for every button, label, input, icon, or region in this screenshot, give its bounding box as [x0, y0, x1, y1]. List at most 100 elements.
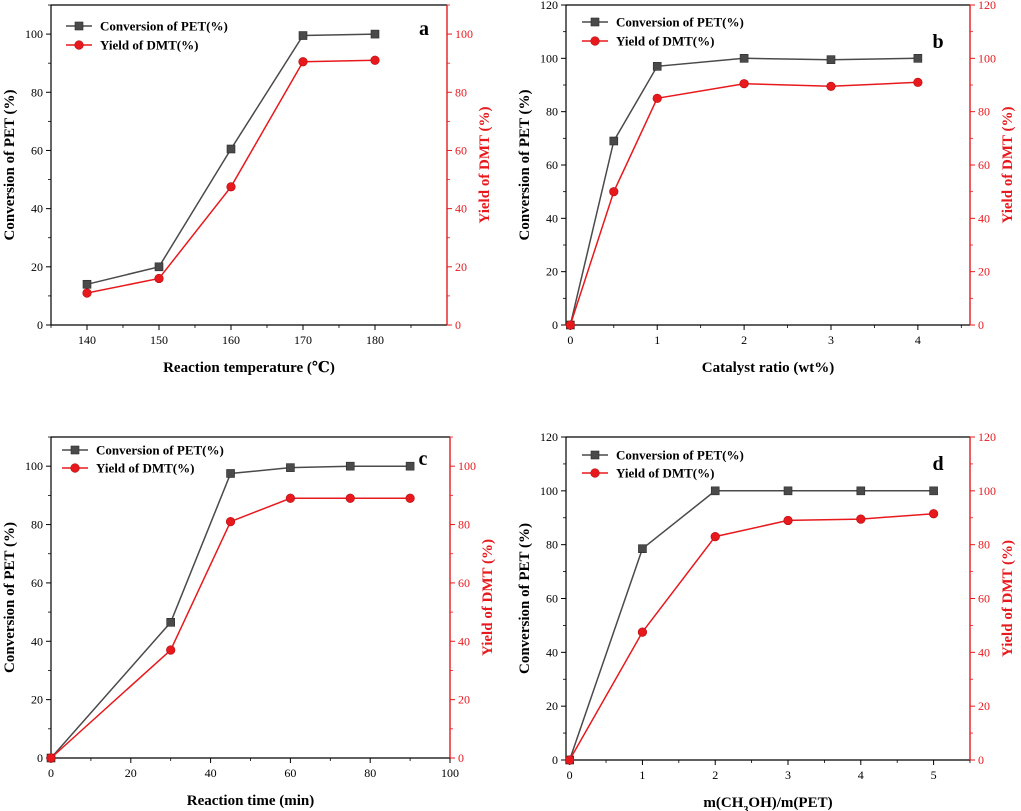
panel-a-letter: a: [419, 18, 429, 40]
panel-a-series-line-conversion: [86, 33, 376, 286]
panel-b-y-tick-label: 40: [546, 211, 558, 225]
panel-c-y2-tick-label: 0: [458, 751, 464, 765]
panel-d-y2-tick-label: 60: [978, 592, 990, 606]
panel-d-y2-tick-label: 100: [978, 484, 996, 498]
panel-a-y2-tick-label: 0: [455, 318, 461, 332]
panel-a-y-tick-label: 20: [31, 260, 43, 274]
panel-d-data-point-yield: [565, 755, 575, 765]
panel-a-legend-marker: [74, 21, 84, 31]
panel-a-series-line-yield: [86, 59, 376, 294]
panel-b-data-point-conversion: [913, 54, 923, 63]
panel-a-data-point-conversion: [154, 262, 164, 272]
panel-a-data-point-yield: [154, 273, 164, 284]
panel-d-legend-marker: [590, 468, 600, 478]
panel-c-data-point-conversion: [286, 463, 295, 472]
panel-a-x-tick-label: 170: [294, 333, 312, 347]
panel-d-data-point-yield: [783, 515, 793, 526]
panel-a-data-point-yield: [298, 57, 308, 67]
panel-c-data-point-yield: [225, 517, 236, 527]
panel-d-x-tick-label: 2: [712, 768, 718, 782]
panel-d-x-tick-label: 1: [639, 768, 645, 782]
panel-c-letter: c: [419, 448, 428, 470]
panel-a-data-point-yield: [370, 55, 380, 65]
panel-d-legend-label: Conversion of PET(%): [616, 448, 744, 463]
panel-b-x-tick-label: 4: [915, 333, 921, 347]
panel-a-x-tick-label: 140: [78, 333, 96, 347]
panel-b-legend-label: Conversion of PET(%): [616, 15, 744, 30]
panel-b-data-point-yield: [913, 77, 923, 87]
panel-a-data-point-conversion: [226, 144, 236, 154]
panel-d-data-point-yield: [710, 531, 720, 542]
panel-b-legend-marker: [590, 17, 600, 27]
panel-d-data-point-yield: [637, 627, 648, 637]
panel-b-data-point-conversion: [609, 136, 619, 146]
panel-b-y2-axis-label: Yield of DMT (%): [1000, 106, 1016, 223]
panel-b-series-line-yield: [569, 81, 918, 326]
panel-b-x-tick-label: 3: [828, 333, 834, 347]
panel-b-y2-tick-label: 60: [978, 158, 990, 172]
panel-d-x-tick-label: 0: [567, 768, 573, 782]
panel-a-x-axis-label: Reaction temperature (℃): [163, 360, 335, 376]
panel-b-data-point-conversion: [739, 54, 749, 63]
panel-a-data-point-conversion: [370, 29, 380, 39]
panel-c-data-point-yield: [345, 493, 355, 503]
panel-d-y2-axis-label: Yield of DMT (%): [1000, 540, 1016, 657]
panel-c-x-tick-label: 0: [48, 766, 54, 780]
panel-d-y-tick-label: 40: [546, 645, 558, 659]
panel-a-y2-axis-label: Yield of DMT (%): [477, 106, 493, 223]
panel-b-letter: b: [932, 31, 943, 53]
panel-d-data-point-yield: [929, 509, 939, 519]
panel-c-legend-marker: [70, 463, 80, 473]
panel-d-data-point-conversion: [856, 486, 866, 496]
panel-b-data-point-yield: [609, 187, 619, 197]
panel-d-x-tick-label: 5: [931, 768, 937, 782]
panel-c-y2-tick-label: 80: [458, 518, 470, 532]
panel-a-y-tick-label: 60: [31, 143, 43, 157]
panel-c-x-axis-label: Reaction time (min): [187, 793, 314, 809]
panel-b-y-tick-label: 0: [552, 318, 558, 332]
panel-c-y2-tick-label: 40: [458, 634, 470, 648]
panel-d-y-tick-label: 20: [546, 699, 558, 713]
panel-c-x-tick-label: 40: [205, 766, 217, 780]
panel-c-y-tick-label: 80: [31, 518, 43, 532]
panel-c-x-tick-label: 60: [284, 766, 296, 780]
panel-d-y2-tick-label: 0: [978, 753, 984, 767]
panel-c-y-tick-label: 40: [31, 634, 43, 648]
panel-a-data-point-yield: [226, 182, 236, 192]
panel-c-legend-label: Yield of DMT(%): [96, 461, 194, 476]
panel-b-y-axis-label: Conversion of PET (%): [517, 90, 533, 241]
panel-d-y-tick-label: 100: [540, 484, 558, 498]
panel-a-data-point-yield: [82, 288, 92, 298]
panel-b-data-point-yield: [739, 79, 749, 89]
panel-d-data-point-yield: [856, 514, 866, 524]
panel-c-y-tick-label: 20: [31, 693, 43, 707]
panel-c-legend-label: Conversion of PET(%): [96, 443, 224, 458]
panel-b-y-tick-label: 20: [546, 265, 558, 279]
panel-d-data-point-conversion: [783, 486, 793, 496]
panel-a-y-tick-label: 80: [31, 85, 43, 99]
panel-d-y-tick-label: 0: [552, 753, 558, 767]
panel-b-y2-tick-label: 0: [978, 318, 984, 332]
panel-a-legend-label: Yield of DMT(%): [100, 38, 198, 53]
panel-b-y-tick-label: 100: [540, 51, 558, 65]
panel-c-legend-marker: [70, 445, 80, 455]
panel-b-x-axis-label: Catalyst ratio (wt%): [702, 360, 834, 376]
panel-b-data-point-conversion: [826, 55, 836, 64]
panel-a-y2-tick-label: 80: [455, 85, 467, 99]
panel-a-y2-tick-label: 40: [455, 202, 467, 216]
panel-a-x-tick-label: 160: [222, 333, 240, 347]
panel-b-x-tick-label: 1: [654, 333, 660, 347]
panel-b-y2-tick-label: 40: [978, 211, 990, 225]
panel-a-x-tick-label: 180: [366, 333, 384, 347]
panel-b-x-tick-label: 0: [567, 333, 573, 347]
panel-c-data-point-conversion: [166, 618, 175, 627]
panel-c-data-point-yield: [405, 493, 415, 503]
panel-b-data-point-yield: [826, 81, 836, 91]
panel-d-data-point-conversion: [929, 486, 938, 496]
panel-c-series-line-conversion: [50, 465, 411, 759]
panel-a-data-point-conversion: [298, 31, 308, 40]
panel-d-x-tick-label: 4: [858, 768, 864, 782]
panel-b-y-tick-label: 80: [546, 105, 558, 119]
panel-c-y2-tick-label: 20: [458, 693, 470, 707]
panel-a-y-tick-label: 40: [31, 202, 43, 216]
